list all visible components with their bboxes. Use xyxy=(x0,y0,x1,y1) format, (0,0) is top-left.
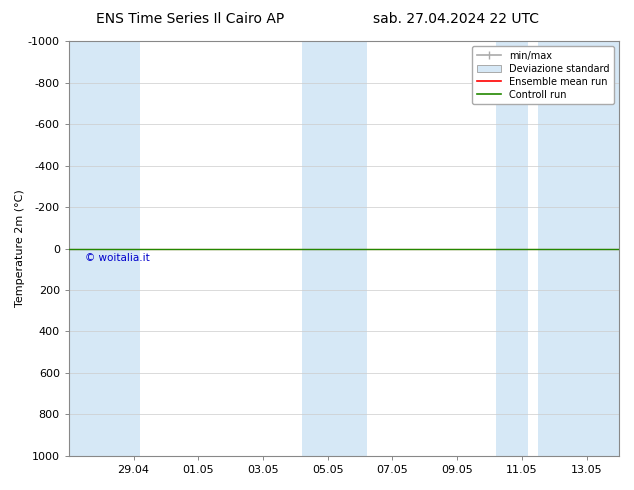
Legend: min/max, Deviazione standard, Ensemble mean run, Controll run: min/max, Deviazione standard, Ensemble m… xyxy=(472,46,614,104)
Bar xyxy=(328,41,366,456)
Text: ENS Time Series Il Cairo AP: ENS Time Series Il Cairo AP xyxy=(96,12,284,26)
Text: sab. 27.04.2024 22 UTC: sab. 27.04.2024 22 UTC xyxy=(373,12,540,26)
Bar xyxy=(496,41,528,456)
Bar xyxy=(302,41,328,456)
Y-axis label: Temperature 2m (°C): Temperature 2m (°C) xyxy=(15,190,25,307)
Bar xyxy=(69,41,140,456)
Bar xyxy=(538,41,619,456)
Text: © woitalia.it: © woitalia.it xyxy=(85,253,150,263)
